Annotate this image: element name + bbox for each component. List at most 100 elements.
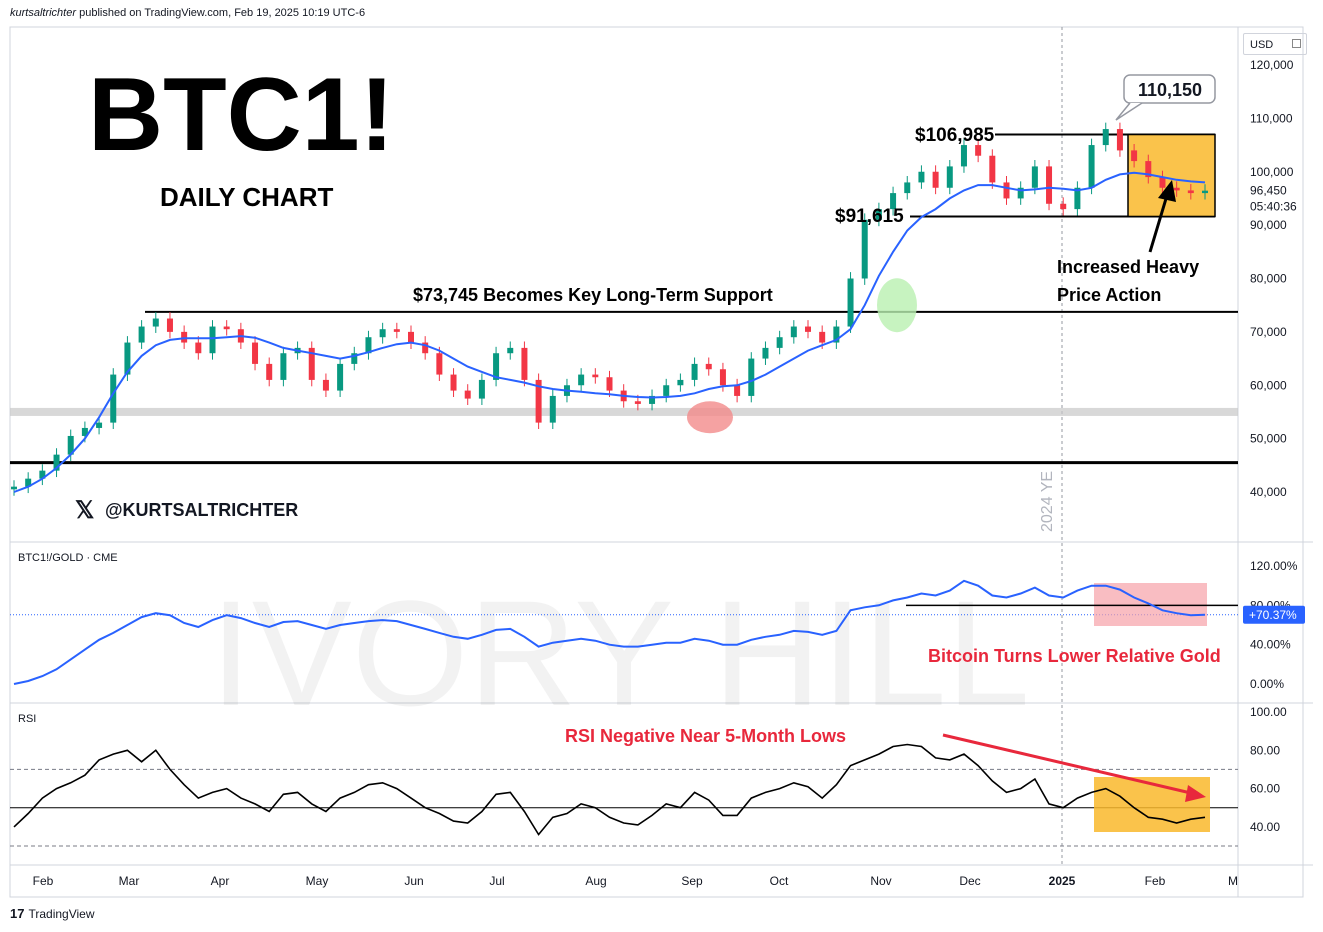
candle-body (819, 331, 826, 343)
time-tick-label: Oct (770, 874, 789, 888)
candle-body (25, 478, 32, 487)
candle-body (110, 374, 117, 423)
candle-body (1145, 161, 1152, 178)
heavy-action-label: Increased Heavy (1057, 257, 1199, 277)
year-mark-label: 2024 YE (1039, 471, 1056, 532)
candle-body (280, 353, 287, 380)
price-tick-label: 120,000 (1250, 58, 1294, 72)
candle-body (308, 347, 315, 380)
candle-body (195, 342, 202, 354)
candle-body (989, 155, 996, 183)
candle-body (521, 347, 528, 380)
time-tick-label: 2025 (1049, 874, 1076, 888)
candle-body (393, 329, 400, 332)
chevron-icon (1292, 39, 1301, 48)
candle-body (719, 369, 726, 386)
rsi-line (13, 743, 1206, 836)
candle-body (805, 326, 811, 332)
time-tick-label: Jul (489, 874, 504, 888)
rsi-arrow-shaft (942, 733, 1196, 796)
candle-body (975, 145, 982, 156)
price-tick-label: 50,000 (1250, 432, 1287, 446)
candle-body (1116, 129, 1123, 151)
candle-body (535, 379, 542, 423)
candle-body (606, 377, 613, 391)
level-91615-label: $91,615 (835, 206, 904, 227)
candle-body (918, 171, 925, 183)
candle-body (762, 347, 769, 359)
candle-body (1159, 177, 1166, 188)
retest-circle (687, 401, 733, 434)
candle-body (493, 353, 500, 380)
callout-box (1123, 74, 1216, 104)
time-tick-label: Feb (1145, 874, 1166, 888)
candle-body (152, 318, 159, 327)
candle-body (748, 358, 755, 396)
time-tick-label: Sep (681, 874, 703, 888)
rsi-arrow-head (1185, 785, 1206, 802)
candle-body (408, 331, 414, 343)
rsi-annotation: RSI Negative Near 5-Month Lows (565, 726, 846, 746)
candle-body (450, 374, 457, 391)
candle-body (1187, 190, 1194, 194)
candle-body (436, 353, 443, 375)
callout-price-label: 110,150 (1138, 80, 1202, 100)
candle-body (1131, 150, 1138, 162)
candle-body (478, 379, 485, 399)
candle-body (1202, 190, 1208, 194)
candle-body (649, 395, 656, 404)
candle-body (53, 454, 60, 471)
x-logo-icon: 𝕏 (75, 497, 94, 524)
ratio-tick-label: 120.00% (1250, 559, 1298, 573)
candle-body (252, 342, 259, 364)
time-tick-label: May (306, 874, 329, 888)
chart-title: BTC1! (88, 57, 394, 173)
candle-body (422, 342, 429, 354)
price-tick-label: 60,000 (1250, 378, 1287, 392)
candle-body (124, 342, 131, 375)
candle-body (1031, 166, 1038, 188)
time-tick-label: Aug (585, 874, 606, 888)
support-annotation: $73,745 Becomes Key Long-Term Support (413, 285, 773, 305)
candle-body (904, 182, 911, 194)
last-price-label: 96,450 (1250, 184, 1287, 198)
time-tick-label: Feb (33, 874, 54, 888)
time-tick-label: Jun (404, 874, 423, 888)
price-tick-label: 40,000 (1250, 485, 1287, 499)
candle-body (1088, 145, 1095, 188)
time-tick-label: Nov (870, 874, 891, 888)
price-tick-label: 100,000 (1250, 165, 1294, 179)
candle-body (209, 326, 216, 354)
candle-body (861, 219, 868, 279)
candle-body (663, 385, 670, 396)
price-tick-label: 80,000 (1250, 272, 1287, 286)
candle-body (365, 337, 372, 354)
price-tick-label: 70,000 (1250, 325, 1287, 339)
candle-body (181, 331, 188, 343)
rsi-tick-label: 80.00 (1250, 743, 1280, 757)
candle-body (379, 329, 386, 338)
candle-body (875, 209, 882, 220)
ratio-pane-label: BTC1!/GOLD · CME (18, 552, 118, 564)
candle-body (1017, 187, 1024, 199)
tradingview-footer[interactable]: 17 TradingView (10, 906, 95, 921)
chart-subtitle: DAILY CHART (160, 182, 333, 212)
candle-body (39, 470, 46, 479)
footer-label: TradingView (28, 906, 95, 921)
candle-body (946, 166, 953, 188)
candle-body (507, 347, 514, 354)
rsi-highlight (1094, 777, 1210, 832)
heavy-action-arrow-shaft (1148, 191, 1170, 253)
author-name: kurtsaltrichter (10, 7, 77, 19)
candle-body (96, 422, 103, 428)
handle-label: @KURTSALTRICHTER (105, 500, 298, 520)
currency-selector[interactable]: USD (1243, 33, 1307, 55)
candle-body (890, 193, 897, 210)
candle-body (691, 363, 698, 380)
candle-body (592, 374, 599, 378)
moving-average-line (13, 171, 1206, 493)
candle-body (634, 401, 641, 404)
candle-body (322, 379, 329, 391)
time-tick-label: Apr (211, 874, 230, 888)
